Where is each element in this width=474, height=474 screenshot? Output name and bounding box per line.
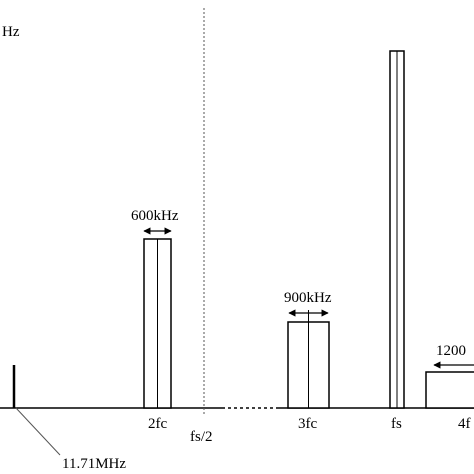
corner-label: Hz — [2, 24, 20, 40]
bw-2fc-label: 600kHz — [131, 208, 179, 224]
band-4fc — [425, 371, 474, 409]
tick-fs: fs — [391, 416, 402, 432]
bw-3fc-label: 900kHz — [284, 290, 332, 306]
tick-fs-half: fs/2 — [190, 429, 213, 445]
annotation-leader — [15, 407, 61, 456]
bw-4fc-label: 1200 — [436, 343, 466, 359]
tick-4fc: 4f — [458, 416, 471, 432]
tick-2fc: 2fc — [148, 416, 167, 432]
tick-3fc: 3fc — [298, 416, 317, 432]
annotation-label: 11.71MHz — [62, 456, 126, 472]
